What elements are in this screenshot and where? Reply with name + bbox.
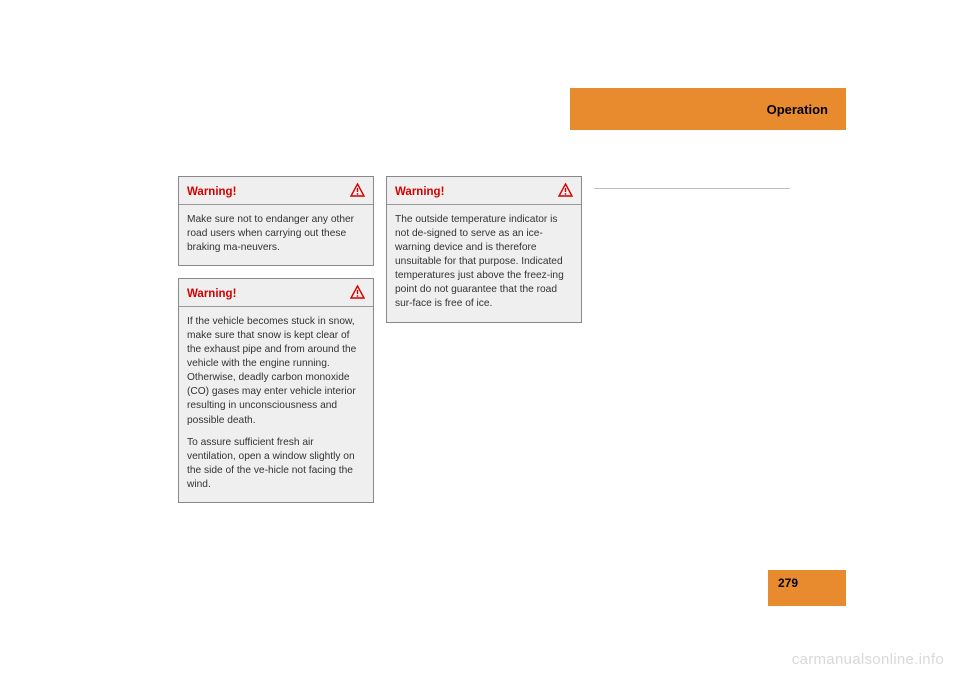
watermark-text: carmanualsonline.info — [792, 651, 944, 668]
warning-text: If the vehicle becomes stuck in snow, ma… — [187, 315, 365, 428]
warning-body: If the vehicle becomes stuck in snow, ma… — [179, 307, 373, 502]
page-number: 279 — [778, 576, 798, 590]
warning-title: Warning! — [395, 186, 444, 198]
column-divider — [594, 188, 790, 189]
warning-body: Make sure not to endanger any other road… — [179, 205, 373, 265]
warning-triangle-icon — [350, 183, 365, 200]
warning-header: Warning! — [179, 279, 373, 307]
warning-box: Warning! Make sure not to endanger any o… — [178, 176, 374, 266]
section-header-tab: Operation — [570, 88, 846, 130]
section-title: Operation — [767, 102, 828, 117]
warning-triangle-icon — [350, 285, 365, 302]
warning-title: Warning! — [187, 186, 236, 198]
warning-text: Make sure not to endanger any other road… — [187, 213, 365, 255]
warning-triangle-icon — [558, 183, 573, 200]
warning-header: Warning! — [179, 177, 373, 205]
warning-box: Warning! The outside temperature indicat… — [386, 176, 582, 323]
manual-page: Operation Warning! Make sure not to enda… — [0, 0, 960, 678]
warning-box: Warning! If the vehicle becomes stuck in… — [178, 278, 374, 503]
warning-body: The outside temperature indicator is not… — [387, 205, 581, 322]
warning-title: Warning! — [187, 288, 236, 300]
page-number-tab: 279 — [768, 570, 846, 606]
warning-header: Warning! — [387, 177, 581, 205]
warning-text: To assure sufficient fresh air ventilati… — [187, 436, 365, 492]
warning-text: The outside temperature indicator is not… — [395, 213, 573, 312]
